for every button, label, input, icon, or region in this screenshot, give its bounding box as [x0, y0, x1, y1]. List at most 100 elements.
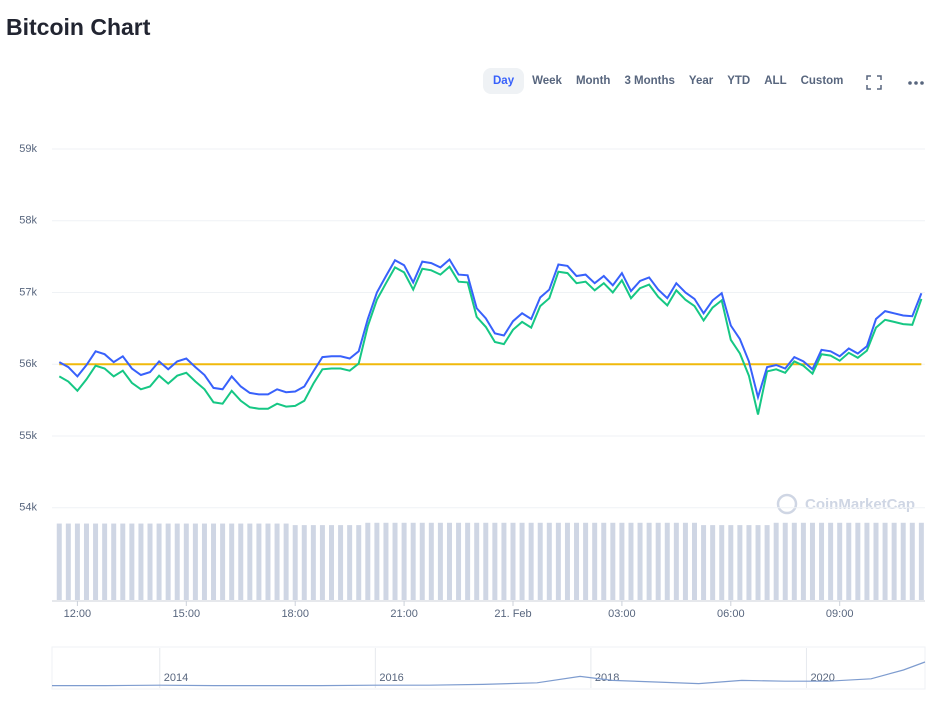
x-tick-label: 21:00 [390, 608, 418, 620]
x-tick-label: 06:00 [717, 608, 745, 620]
volume-bar [356, 525, 362, 600]
volume-bar [347, 525, 353, 600]
volume-bar [410, 522, 416, 600]
range-button[interactable]: YTD [727, 75, 751, 87]
y-tick-label: 59k [19, 143, 37, 155]
volume-bar [220, 523, 226, 600]
volume-bar [93, 523, 99, 600]
volume-bar [701, 525, 707, 600]
volume-bar [528, 522, 534, 600]
volume-bar [56, 523, 62, 600]
volume-bar [900, 522, 906, 600]
y-tick-label: 54k [19, 502, 37, 514]
volume-bar [873, 522, 879, 600]
volume-bar [719, 525, 725, 600]
volume-bar [519, 522, 525, 600]
y-tick-label: 55k [19, 430, 37, 442]
x-tick-label: 15:00 [173, 608, 201, 620]
volume-bar [737, 525, 743, 600]
volume-bar [102, 523, 108, 600]
range-button[interactable]: Day [483, 68, 525, 94]
range-button[interactable]: Year [688, 75, 714, 87]
volume-bar [474, 522, 480, 600]
navigator-label: 2018 [595, 672, 619, 684]
volume-bar [83, 523, 89, 600]
volume-bar [292, 525, 298, 600]
x-tick-label: 09:00 [826, 608, 854, 620]
page-title: Bitcoin Chart [6, 14, 151, 40]
range-button[interactable]: Month [575, 75, 611, 87]
x-tick-label: 18:00 [281, 608, 309, 620]
volume-bar [374, 522, 380, 600]
range-button[interactable]: 3 Months [624, 75, 675, 87]
volume-bar [238, 523, 244, 600]
range-button[interactable]: ALL [764, 75, 787, 87]
volume-bar [183, 523, 189, 600]
volume-bar [710, 525, 716, 600]
price-line [58, 257, 923, 401]
volume-bar [746, 525, 752, 600]
volume-bar [74, 523, 80, 600]
navigator-line [52, 661, 926, 687]
volume-bar [637, 522, 643, 600]
volume-bar [828, 522, 834, 600]
volume-bar [147, 523, 153, 600]
volume-bar [846, 522, 852, 600]
volume-bar [338, 525, 344, 600]
volume-bar [138, 523, 144, 600]
navigator-label: 2016 [379, 672, 403, 684]
volume-bar [229, 523, 235, 600]
volume-bar [864, 522, 870, 600]
x-tick-label: 03:00 [608, 608, 636, 620]
volume-bar [755, 525, 761, 600]
volume-bar [392, 522, 398, 600]
volume-bar [274, 523, 280, 600]
volume-bar [791, 522, 797, 600]
volume-bar [837, 522, 843, 600]
range-button[interactable]: Week [532, 75, 562, 87]
more-icon [908, 81, 924, 85]
watermark-text: CoinMarketCap [805, 496, 915, 513]
volume-bar [782, 522, 788, 600]
y-tick-label: 56k [19, 358, 37, 370]
volume-bar [65, 523, 71, 600]
volume-bar [546, 522, 552, 600]
volume-bar [728, 525, 734, 600]
navigator-frame [51, 646, 926, 690]
watermark: CoinMarketCap [776, 493, 915, 515]
volume-bar [456, 522, 462, 600]
volume-bar [192, 523, 198, 600]
volume-bar [265, 523, 271, 600]
volume-bar [918, 522, 924, 600]
volume-bar [664, 522, 670, 600]
volume-bar [283, 523, 289, 600]
volume-bar [383, 522, 389, 600]
volume-bar [800, 522, 806, 600]
y-tick-label: 57k [19, 286, 37, 298]
volume-bar [165, 523, 171, 600]
navigator-label: 2020 [810, 672, 834, 684]
volume-bar [120, 523, 126, 600]
volume-bar [129, 523, 135, 600]
volume-bar [437, 522, 443, 600]
volume-bar [619, 522, 625, 600]
volume-bar [329, 525, 335, 600]
volume-bar [555, 522, 561, 600]
volume-bar [564, 522, 570, 600]
volume-bar [419, 522, 425, 600]
volume-bar [211, 523, 217, 600]
fullscreen-icon [866, 75, 882, 90]
volume-bar [401, 522, 407, 600]
range-button[interactable]: Custom [800, 75, 844, 87]
volume-bar [809, 522, 815, 600]
volume-bar [483, 522, 489, 600]
volume-bar [365, 522, 371, 600]
volume-bar [628, 522, 634, 600]
volume-bar [773, 522, 779, 600]
volume-bar [819, 522, 825, 600]
volume-bar [201, 523, 207, 600]
volume-bar [492, 522, 498, 600]
navigator-label: 2014 [164, 672, 188, 684]
volume-bar [465, 522, 471, 600]
